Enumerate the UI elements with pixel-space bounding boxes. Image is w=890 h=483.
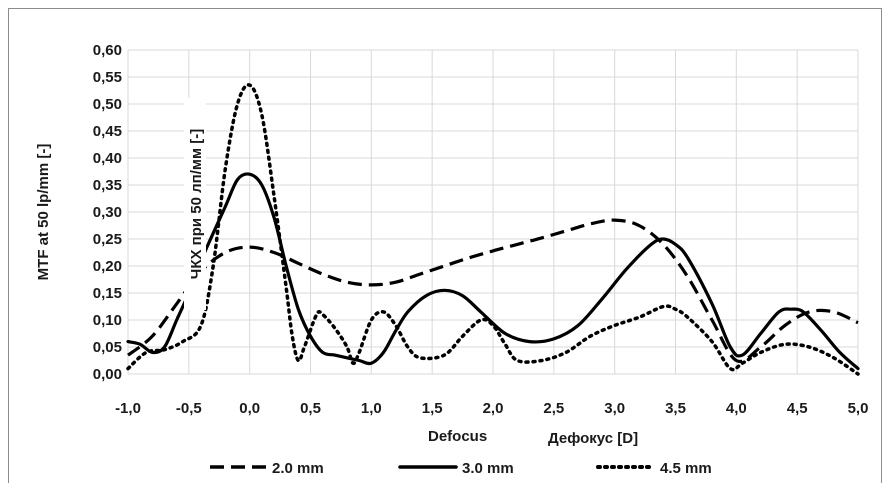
x-tick-label: 1,5 bbox=[422, 400, 443, 417]
legend-label: 3.0 mm bbox=[462, 460, 514, 477]
y-tick-label: 0,20 bbox=[93, 258, 122, 275]
series-line-3-0-mm bbox=[126, 172, 860, 371]
x-tick-labels: -1,0 -0,5 0,0 0,5 1,0 1,5 2,0 2,5 3,0 3,5 4,0 4,5 5,… bbox=[115, 400, 868, 417]
grid-lines bbox=[127, 49, 859, 375]
legend-label: 2.0 mm bbox=[272, 460, 324, 477]
legend-item-2-0-mm: 2.0 mm bbox=[210, 460, 324, 477]
legend-item-3-0-mm: 3.0 mm bbox=[398, 460, 514, 477]
y-tick-label: 0,25 bbox=[93, 231, 122, 248]
series-line-4-5-mm bbox=[126, 83, 860, 376]
x-tick-label: -1,0 bbox=[115, 400, 141, 417]
x-tick-label: 0,0 bbox=[239, 400, 260, 417]
y-tick-label: 0,15 bbox=[93, 285, 122, 302]
y-axis-overlay-title: ЧКХ при 50 лп/мм [-] bbox=[188, 129, 205, 279]
y-tick-label: 0,05 bbox=[93, 339, 122, 356]
y-axis-overlay-box bbox=[184, 98, 206, 310]
series-layer bbox=[126, 83, 860, 376]
y-tick-label: 0,60 bbox=[93, 42, 122, 59]
y-tick-label: 0,45 bbox=[93, 123, 122, 140]
y-tick-label: 0,55 bbox=[93, 69, 122, 86]
x-tick-label: 4,5 bbox=[787, 400, 808, 417]
x-axis-title: Defocus bbox=[428, 428, 487, 445]
y-tick-label: 0,10 bbox=[93, 312, 122, 329]
y-tick-label: 0,40 bbox=[93, 150, 122, 167]
x-tick-label: 3,5 bbox=[665, 400, 686, 417]
y-tick-label: 0,35 bbox=[93, 177, 122, 194]
y-axis-title: MTF at 50 lp/mm [-] bbox=[35, 144, 52, 281]
x-tick-label: 0,5 bbox=[300, 400, 321, 417]
legend-label: 4.5 mm bbox=[660, 460, 712, 477]
y-tick-labels: 0,00 0,05 0,10 0,15 0,20 0,25 0,30 0,35 0,40 0,45… bbox=[93, 42, 122, 383]
y-tick-label: 0,50 bbox=[93, 96, 122, 113]
x-tick-label: 5,0 bbox=[848, 400, 869, 417]
x-tick-label: 2,5 bbox=[543, 400, 564, 417]
x-tick-label: 2,0 bbox=[483, 400, 504, 417]
x-tick-label: 1,0 bbox=[361, 400, 382, 417]
x-axis-overlay-box bbox=[500, 424, 690, 448]
legend: 2.0 mm 3.0 mm 4.5 mm bbox=[210, 460, 712, 477]
x-axis-overlay-title: Дефокус [D] bbox=[548, 430, 638, 447]
x-tick-label: -0,5 bbox=[176, 400, 202, 417]
series-line-2-0-mm bbox=[127, 218, 859, 364]
x-tick-label: 4,0 bbox=[726, 400, 747, 417]
y-tick-label: 0,30 bbox=[93, 204, 122, 221]
legend-item-4-5-mm: 4.5 mm bbox=[596, 460, 712, 477]
x-tick-label: 3,0 bbox=[604, 400, 625, 417]
y-tick-label: 0,00 bbox=[93, 366, 122, 383]
